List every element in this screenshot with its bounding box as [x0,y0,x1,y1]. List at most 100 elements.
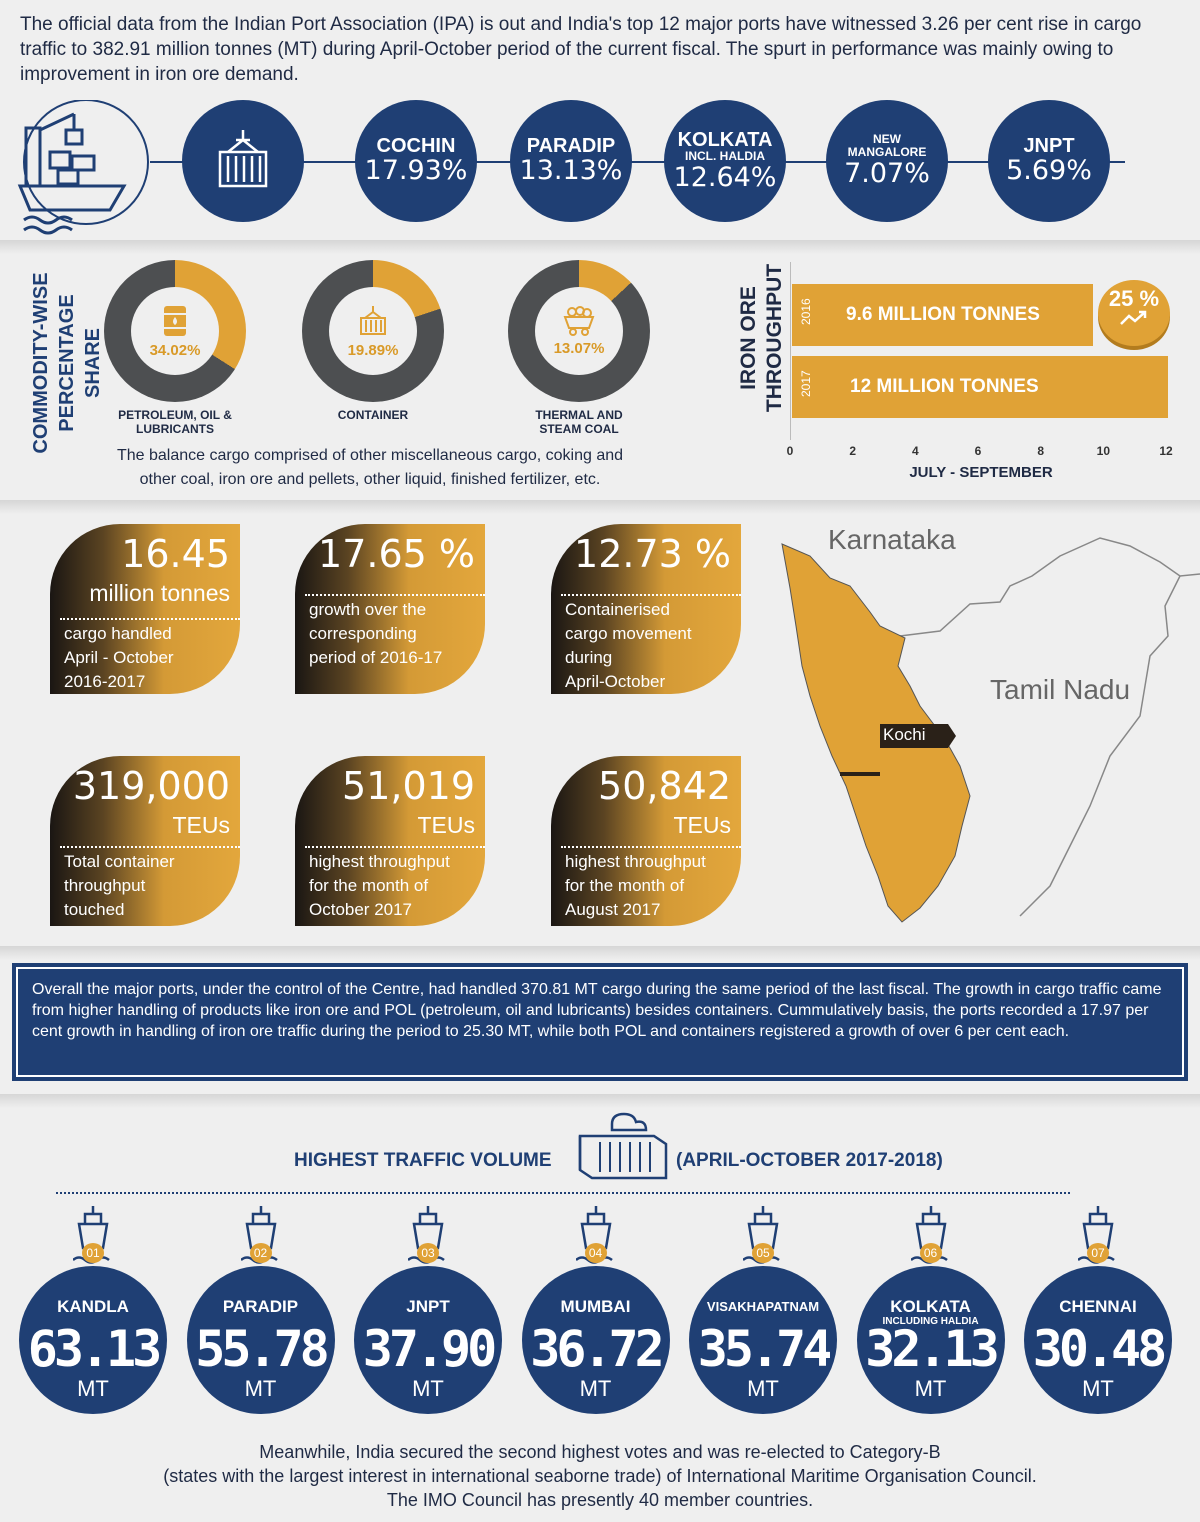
rank-badge: 03 [417,1243,439,1263]
stat-desc-line: corresponding [309,624,417,643]
stat-divider [305,594,485,596]
stat-desc-line: highest throughput [309,852,450,871]
map-label-tamil-nadu: Tamil Nadu [990,674,1131,705]
port-percent: 13.13% [519,155,623,186]
stat-desc-line: August 2017 [565,900,661,919]
stat-desc-line: October 2017 [309,900,413,919]
kerala-state [781,543,971,923]
donut-hole: 19.89% [329,287,417,375]
port-value: 55.78 [195,1320,330,1378]
port-name: NEW MANGALORE [847,132,927,159]
donut-container: 19.89% [302,260,444,402]
port-name: JNPT [406,1297,450,1316]
y-axis-line [790,262,791,440]
traffic-port-kolkata: KOLKATA INCLUDING HALDIA 32.13 MT [856,1266,1005,1414]
x-tick-label: 8 [1037,444,1044,458]
port-percent: 5.69% [1006,155,1092,186]
x-tick-label: 0 [786,444,794,458]
stat-desc-line: touched [64,900,125,919]
port-unit: MT [77,1376,109,1401]
stat-desc-line: April - October [64,648,174,667]
kochi-label-bg [880,724,956,748]
traffic-port-jnpt: JNPT 37.90 MT [354,1266,502,1414]
rank-badge: 01 [82,1243,104,1263]
rank-badge: 06 [919,1243,942,1263]
stat-desc: highest throughput for the month of Augu… [565,850,706,922]
commodity-note-line2: other coal, iron ore and pellets, other … [139,471,601,488]
overall-summary: Overall the major ports, under the contr… [12,963,1188,1081]
commodity-title: COMMODITY-WISE PERCENTAGE SHARE [28,258,106,468]
port-growth-paradip: PARADIP 13.13% [510,100,632,222]
stat-unit: TEUs [417,812,476,838]
donut-label-line1: PETROLEUM, OIL & [118,408,232,422]
stat-divider [60,618,240,620]
container-circle [182,100,304,222]
stat-value: 16.45 [121,532,230,576]
stat-desc-line: Containerised [565,600,670,619]
stat-desc: growth over the corresponding period of … [309,598,442,670]
donut-percent: 34.02% [149,341,201,359]
stat-value: 12.73 % [574,532,731,576]
x-tick-label: 6 [974,444,982,458]
footer-line: (states with the largest interest in int… [163,1466,1037,1486]
x-tick-label: 12 [1159,444,1173,458]
traffic-port-kandla: KANDLA 63.13 MT [19,1266,167,1414]
donut-petroleum: 34.02% [104,260,246,402]
section-divider [0,946,1200,960]
port-name: KOLKATA [677,128,773,151]
state-border-line-2 [1019,575,1181,917]
commodity-note-line1: The balance cargo comprised of other mis… [116,447,624,464]
stat-card-growth: 17.65 % growth over the corresponding pe… [295,524,485,694]
port-value: 37.90 [362,1320,498,1378]
rank-badge: 02 [249,1243,272,1263]
port-growth-new-mangalore: NEW MANGALORE 7.07% [826,100,948,222]
port-value: 63.13 [27,1320,163,1378]
stat-desc-line: for the month of [565,876,685,895]
stat-desc-line: 2016-2017 [64,672,146,691]
port-name: MUMBAI [560,1297,631,1316]
bar-year-label: 2017 [799,370,813,397]
port-growth-cochin: COCHIN 17.93% [355,100,477,222]
stat-value: 17.65 % [318,532,475,576]
stat-desc: Containerised cargo movement during Apri… [565,598,692,694]
x-tick-label: 4 [911,444,919,458]
commodity-note: The balance cargo comprised of other mis… [70,444,670,492]
donut-hole: 13.07% [535,287,623,375]
stat-unit: TEUs [673,812,732,838]
bar-value-label: 9.6 MILLION TONNES [846,304,1040,325]
map-label-karnataka: Karnataka [828,524,956,555]
stat-value: 319,000 [72,764,230,808]
traffic-port-paradip: PARADIP 55.78 MT [186,1266,335,1414]
port-unit: MT [579,1376,612,1401]
coal-cart-icon [563,305,595,336]
port-sub: INCLUDING HALDIA [882,1316,979,1327]
port-unit: MT [412,1376,444,1401]
stat-desc-line: cargo movement [565,624,692,643]
map-label-kochi: Kochi [883,725,926,744]
stat-desc: highest throughput for the month of Octo… [309,850,450,922]
growth-badge: 25 % [1098,280,1170,346]
stat-desc-line: April-October [565,672,666,691]
port-growth-jnpt: JNPT 5.69% [988,100,1110,222]
iron-ore-bar-2016: 2016 9.6 MILLION TONNES [792,284,1093,346]
port-unit: MT [244,1376,277,1401]
stat-card-teus-total: 319,000 TEUs Total container throughput … [50,756,240,926]
stat-desc: Total container throughput touched [64,850,175,922]
port-name: KOLKATA [890,1297,971,1316]
state-border-line [899,537,1200,637]
donut-label: PETROLEUM, OIL & LUBRICANTS [94,408,256,436]
donut-label-line1: THERMAL AND [535,408,623,422]
trend-up-icon [1120,310,1147,325]
port-name: PARADIP [526,135,616,157]
stat-desc-line: during [565,648,613,667]
footer-line: Meanwhile, India secured the second high… [259,1442,941,1462]
donut-label: THERMAL AND STEAM COAL [498,408,660,436]
donut-label: CONTAINER [292,408,454,422]
port-name: KANDLA [57,1297,129,1316]
stat-value: 50,842 [598,764,731,808]
x-tick-label: 10 [1096,444,1110,458]
commodity-title-line1: COMMODITY-WISE [30,272,52,454]
stat-card-teus-october: 51,019 TEUs highest throughput for the m… [295,756,485,926]
donut-percent: 19.89% [347,341,399,359]
container-cloud-icon [578,1112,668,1180]
